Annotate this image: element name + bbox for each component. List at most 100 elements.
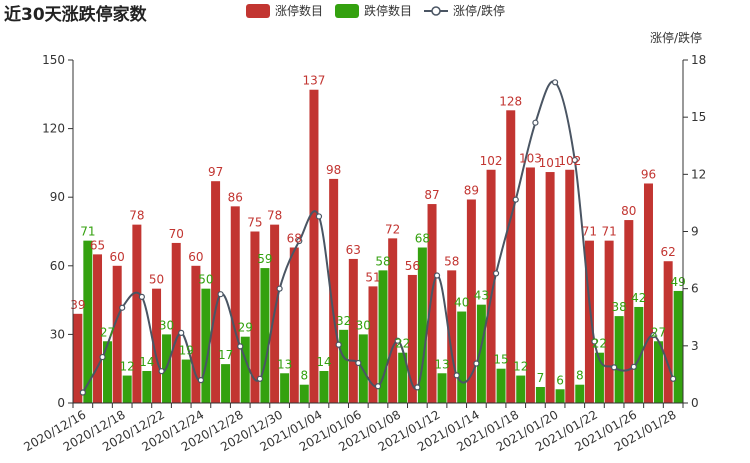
- bar-up[interactable]: [348, 258, 358, 403]
- bar-up[interactable]: [93, 254, 103, 403]
- ratio-point[interactable]: [197, 377, 205, 384]
- bar-up[interactable]: [388, 238, 398, 403]
- bar-down[interactable]: [594, 352, 604, 403]
- bar-down[interactable]: [398, 352, 408, 403]
- ratio-point[interactable]: [630, 363, 637, 370]
- ratio-point[interactable]: [394, 337, 401, 344]
- chart-title: 近30天涨跌停家数: [4, 4, 148, 25]
- bar-up[interactable]: [211, 181, 221, 403]
- bar-down[interactable]: [653, 341, 663, 403]
- ratio-point[interactable]: [315, 213, 323, 220]
- bar-up[interactable]: [663, 261, 673, 403]
- bar-up[interactable]: [368, 286, 378, 403]
- bar-down[interactable]: [319, 370, 329, 403]
- bar-down[interactable]: [457, 311, 467, 403]
- ratio-point[interactable]: [670, 375, 677, 382]
- ratio-point[interactable]: [119, 304, 126, 311]
- bar-up[interactable]: [329, 178, 339, 403]
- bar-down[interactable]: [142, 370, 152, 403]
- ratio-point[interactable]: [99, 353, 106, 361]
- bar-down[interactable]: [181, 359, 191, 403]
- bar-up[interactable]: [604, 240, 614, 403]
- bar-up[interactable]: [230, 206, 240, 403]
- bar-down[interactable]: [240, 336, 250, 403]
- bar-down[interactable]: [555, 389, 565, 403]
- bar-down[interactable]: [339, 329, 349, 403]
- ratio-point[interactable]: [414, 384, 421, 391]
- ratio-point[interactable]: [512, 196, 519, 203]
- ratio-point[interactable]: [178, 329, 185, 336]
- bar-down[interactable]: [280, 373, 290, 403]
- bar-down[interactable]: [83, 240, 93, 403]
- ratio-point[interactable]: [335, 341, 342, 348]
- bar-up[interactable]: [309, 89, 319, 403]
- ratio-point[interactable]: [276, 285, 283, 292]
- bar-up[interactable]: [525, 167, 535, 403]
- ratio-point[interactable]: [217, 291, 224, 298]
- bar-up[interactable]: [447, 270, 457, 403]
- ratio-point[interactable]: [611, 364, 618, 371]
- bar-down-label: 19: [179, 344, 194, 358]
- bar-down[interactable]: [417, 247, 427, 403]
- bar-down[interactable]: [299, 384, 309, 403]
- bar-down[interactable]: [496, 368, 506, 403]
- bar-up[interactable]: [584, 240, 594, 403]
- ratio-point[interactable]: [591, 338, 598, 345]
- bar-up[interactable]: [191, 265, 201, 403]
- bar-up[interactable]: [643, 183, 653, 403]
- bar-down[interactable]: [575, 384, 585, 403]
- bar-down[interactable]: [260, 268, 270, 403]
- legend-item-down[interactable]: 跌停数目: [335, 3, 412, 18]
- ratio-point[interactable]: [355, 359, 362, 367]
- bar-up[interactable]: [545, 172, 555, 403]
- ratio-point[interactable]: [473, 360, 480, 367]
- ratio-point[interactable]: [453, 372, 460, 379]
- ratio-point[interactable]: [374, 383, 382, 390]
- bar-down[interactable]: [103, 341, 113, 403]
- bar-up[interactable]: [506, 110, 516, 403]
- bar-up[interactable]: [624, 220, 634, 403]
- bar-up[interactable]: [289, 247, 299, 403]
- legend-item-ratio[interactable]: 涨停/跌停: [424, 3, 505, 18]
- bar-up[interactable]: [132, 224, 142, 403]
- bar-down-label: 15: [493, 353, 508, 367]
- ratio-point[interactable]: [296, 237, 303, 245]
- bar-down[interactable]: [201, 288, 211, 403]
- bar-down[interactable]: [516, 375, 526, 403]
- bar-down-label: 30: [356, 318, 371, 332]
- bar-up-label: 80: [621, 204, 636, 218]
- bar-down[interactable]: [673, 290, 683, 403]
- ratio-point[interactable]: [551, 79, 559, 86]
- ratio-point[interactable]: [532, 119, 539, 126]
- bar-down[interactable]: [378, 270, 388, 403]
- bar-down[interactable]: [221, 364, 231, 403]
- ratio-point[interactable]: [158, 368, 165, 375]
- bar-up[interactable]: [171, 242, 181, 403]
- ratio-point[interactable]: [571, 156, 578, 164]
- bar-up[interactable]: [112, 265, 122, 403]
- bar-up[interactable]: [73, 313, 83, 403]
- ratio-point[interactable]: [237, 343, 244, 350]
- bar-down[interactable]: [535, 386, 545, 403]
- ratio-point[interactable]: [256, 375, 264, 382]
- bar-down-label: 8: [300, 369, 308, 383]
- bar-down[interactable]: [614, 316, 624, 403]
- bar-down[interactable]: [437, 373, 447, 403]
- bar-up[interactable]: [565, 169, 575, 403]
- bar-down[interactable]: [122, 375, 132, 403]
- bar-up[interactable]: [407, 274, 417, 403]
- ratio-point[interactable]: [138, 293, 145, 300]
- bar-up[interactable]: [152, 288, 162, 403]
- bar-down[interactable]: [634, 306, 644, 403]
- bar-down-label: 12: [120, 360, 135, 374]
- ratio-point[interactable]: [79, 389, 86, 396]
- bar-up[interactable]: [250, 231, 260, 404]
- ratio-point[interactable]: [433, 272, 441, 279]
- ratio-point[interactable]: [492, 270, 500, 277]
- bar-up[interactable]: [466, 199, 476, 403]
- bar-up[interactable]: [486, 169, 496, 403]
- bar-down[interactable]: [476, 304, 486, 403]
- legend-item-up[interactable]: 涨停数目: [246, 3, 323, 18]
- bar-up[interactable]: [427, 204, 437, 403]
- ratio-point[interactable]: [650, 332, 657, 339]
